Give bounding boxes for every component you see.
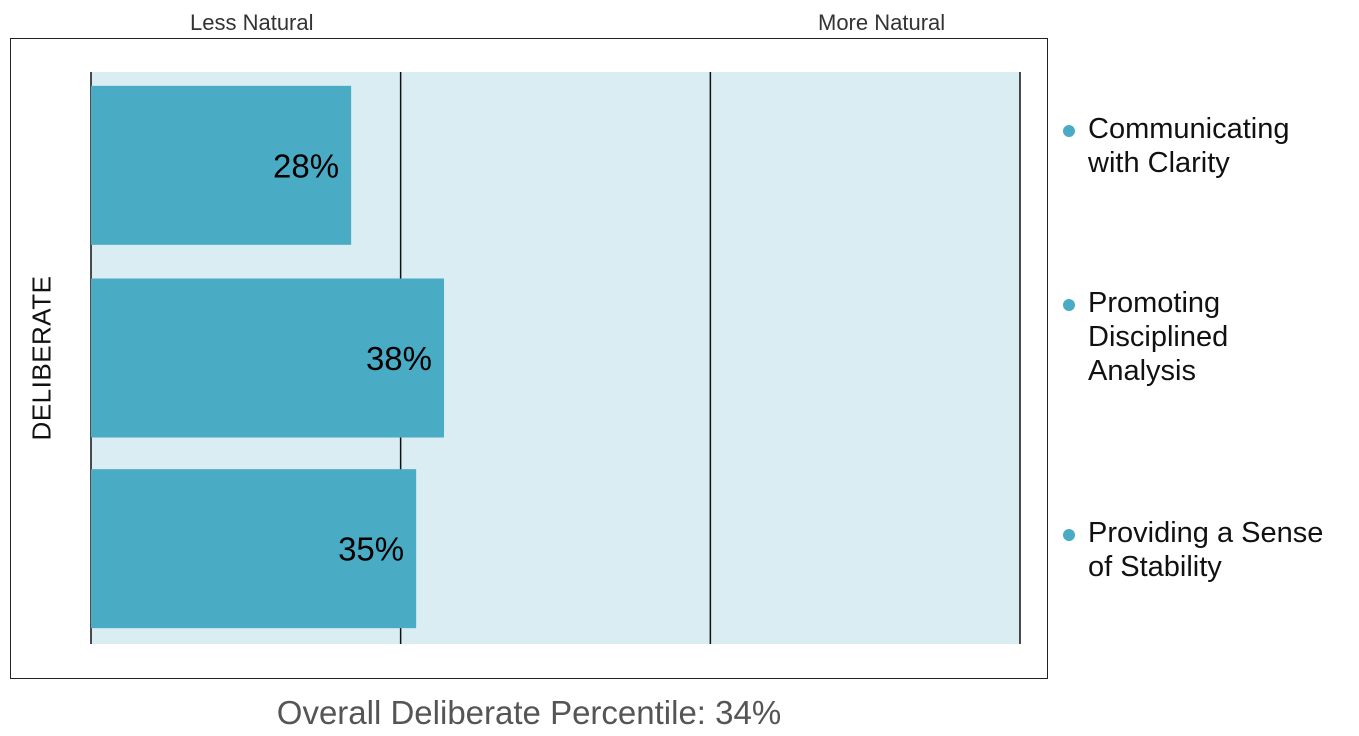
- legend-item: Promoting Disciplined Analysis: [1063, 286, 1353, 388]
- bar: [91, 278, 445, 438]
- bar: [91, 469, 417, 629]
- axis-label-less-natural: Less Natural: [190, 10, 314, 35]
- bar-value-label: 28%: [273, 147, 339, 184]
- bar-value-label: 38%: [366, 340, 432, 377]
- bar: [91, 85, 352, 245]
- legend-item: Communicating with Clarity: [1063, 112, 1353, 180]
- legend-bullet-icon: [1063, 299, 1075, 311]
- legend-bullet-icon: [1063, 529, 1075, 541]
- legend-bullet-icon: [1063, 125, 1075, 137]
- axis-label-more-natural: More Natural: [818, 10, 946, 35]
- overall-percentile: Overall Deliberate Percentile: 34%: [276, 694, 782, 731]
- legend-item: Providing a Sense of Stability: [1063, 516, 1353, 584]
- bar-value-label: 35%: [338, 531, 404, 568]
- chart-frame: [10, 38, 1048, 679]
- legend-label: Promoting Disciplined Analysis: [1088, 287, 1229, 387]
- legend-label: Providing a Sense of Stability: [1088, 517, 1324, 583]
- legend-label: Communicating with Clarity: [1088, 113, 1290, 179]
